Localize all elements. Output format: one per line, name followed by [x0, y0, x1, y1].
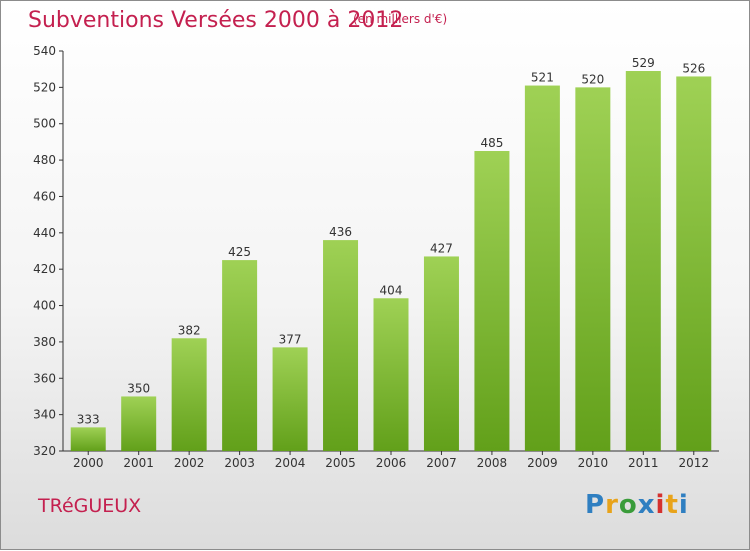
logo-letter: t: [665, 490, 679, 520]
data-label-2010: 520: [581, 72, 604, 86]
bar-2004[interactable]: [272, 347, 308, 451]
y-tick-label: 400: [33, 299, 56, 313]
data-label-2011: 529: [632, 56, 655, 70]
data-label-2002: 382: [178, 323, 201, 337]
x-tick-label-2009: 2009: [527, 456, 558, 470]
data-label-2009: 521: [531, 71, 554, 85]
proxiti-logo[interactable]: Proxiti: [585, 490, 689, 520]
bar-2009[interactable]: [524, 85, 560, 451]
data-label-2008: 485: [480, 136, 503, 150]
x-tick-label-2004: 2004: [275, 456, 306, 470]
x-tick-label-2002: 2002: [174, 456, 205, 470]
bar-2005[interactable]: [323, 240, 359, 451]
data-label-2005: 436: [329, 225, 352, 239]
logo-letter: o: [618, 490, 638, 520]
data-label-2006: 404: [380, 283, 403, 297]
x-tick-label-2003: 2003: [224, 456, 255, 470]
town-name: TRéGUEUX: [38, 495, 142, 517]
data-label-2012: 526: [682, 61, 705, 75]
bar-2007[interactable]: [423, 256, 459, 451]
data-label-2000: 333: [77, 412, 100, 426]
x-tick-label-2006: 2006: [376, 456, 407, 470]
logo-letter: r: [605, 490, 619, 520]
x-tick-label-2012: 2012: [678, 456, 709, 470]
logo-letter: P: [585, 490, 606, 520]
bar-2010[interactable]: [575, 87, 611, 451]
logo-letter: i: [678, 490, 689, 520]
bar-2001[interactable]: [121, 396, 157, 451]
y-tick-label: 500: [33, 117, 56, 131]
logo-letter: i: [655, 490, 666, 520]
y-tick-label: 380: [33, 335, 56, 349]
x-tick-label-2007: 2007: [426, 456, 457, 470]
data-label-2004: 377: [279, 332, 302, 346]
x-tick-label-2011: 2011: [628, 456, 659, 470]
bar-2006[interactable]: [373, 298, 409, 451]
y-tick-label: 440: [33, 226, 56, 240]
y-tick-label: 420: [33, 262, 56, 276]
bar-2012[interactable]: [676, 76, 712, 452]
data-label-2007: 427: [430, 241, 453, 255]
x-tick-label-2005: 2005: [325, 456, 356, 470]
x-tick-label-2001: 2001: [123, 456, 154, 470]
y-tick-label: 340: [33, 408, 56, 422]
logo-letter: x: [637, 490, 656, 520]
bar-2008[interactable]: [474, 151, 510, 451]
bar-2000[interactable]: [70, 427, 106, 451]
bar-2011[interactable]: [625, 71, 661, 451]
x-tick-label-2008: 2008: [477, 456, 508, 470]
y-tick-label: 540: [33, 44, 56, 58]
chart-title: Subventions Versées 2000 à 2012: [28, 8, 404, 33]
bar-2002[interactable]: [171, 338, 207, 451]
y-tick-label: 480: [33, 153, 56, 167]
x-tick-label-2010: 2010: [578, 456, 609, 470]
y-tick-label: 460: [33, 189, 56, 203]
x-tick-label-2000: 2000: [73, 456, 104, 470]
y-tick-label: 360: [33, 371, 56, 385]
data-label-2001: 350: [127, 381, 150, 395]
bar-2003[interactable]: [222, 260, 258, 451]
y-tick-label: 320: [33, 444, 56, 458]
y-tick-label: 520: [33, 80, 56, 94]
data-label-2003: 425: [228, 245, 251, 259]
chart-unit-note: (en milliers d'€): [353, 12, 448, 26]
